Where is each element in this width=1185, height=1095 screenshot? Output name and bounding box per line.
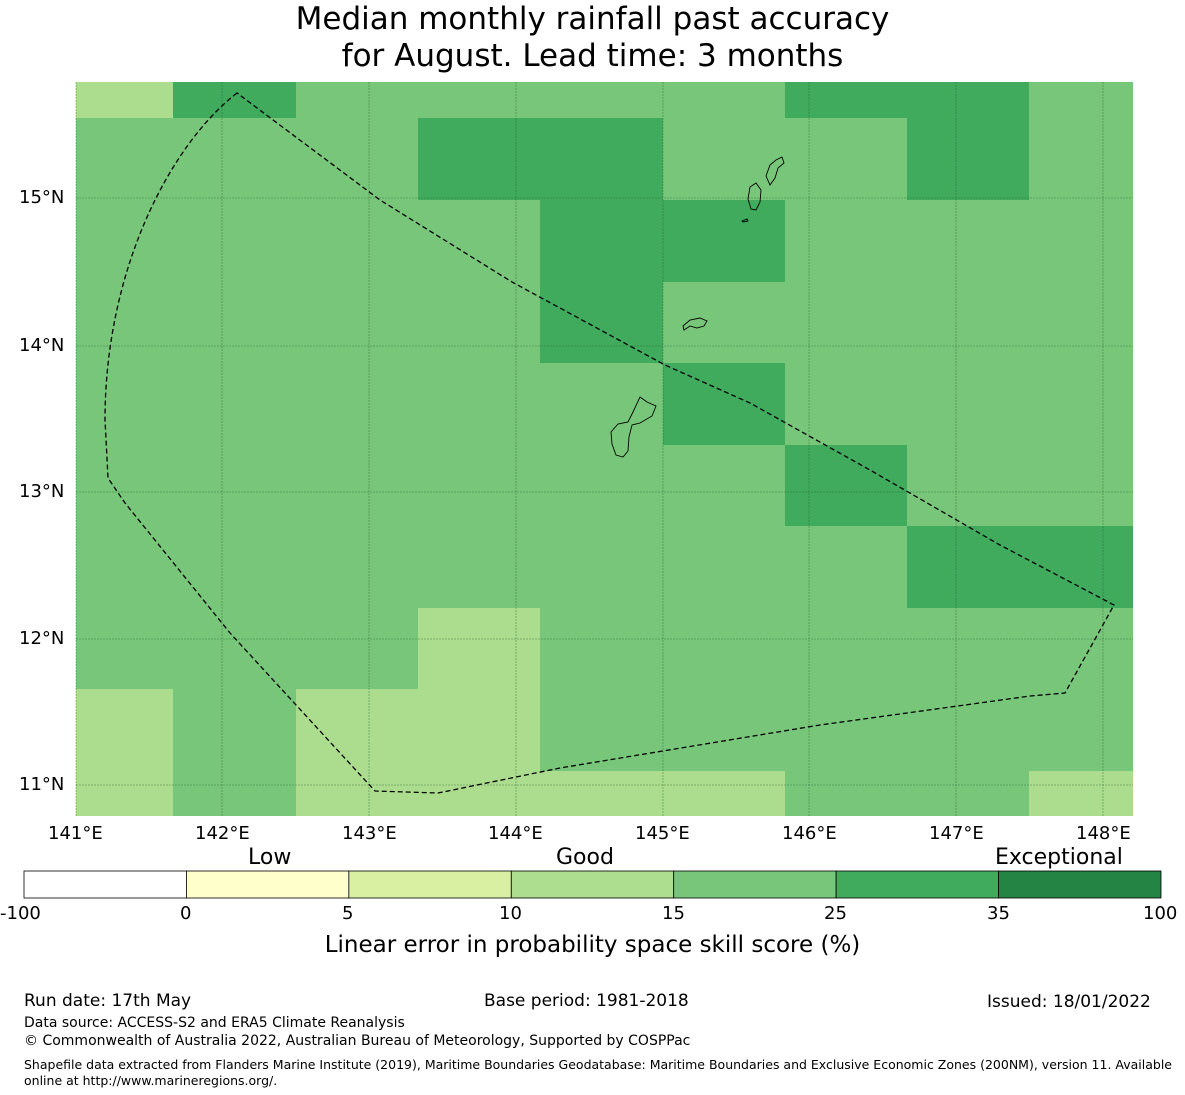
colorbar-tick-label: -100	[0, 903, 41, 924]
colorbar-tick-label: 0	[180, 903, 192, 924]
colorbar-segment	[673, 870, 837, 899]
issued-date: Issued: 18/01/2022	[987, 992, 1151, 1012]
grid-cell	[76, 689, 173, 816]
colorbar-segment	[998, 870, 1162, 899]
grid-cell	[418, 118, 663, 200]
run-date: Run date: 17th May	[24, 991, 192, 1011]
colorbar-segment	[835, 870, 999, 899]
grid-cell	[663, 363, 785, 445]
colorbar-tick-label: 15	[662, 903, 685, 924]
lat-tick-label: 11°N	[19, 774, 65, 795]
lat-tick-label: 15°N	[19, 187, 65, 208]
colorbar-tick-label: 35	[987, 903, 1010, 924]
grid-cell	[296, 771, 785, 816]
skill-score-grid	[76, 82, 1133, 816]
island-tinian	[747, 182, 762, 211]
grid-cell	[540, 282, 663, 363]
lat-tick-label: 12°N	[19, 628, 65, 649]
colorbar-category-low: Low	[248, 845, 292, 870]
lon-tick-label: 145°E	[635, 823, 690, 844]
lon-tick-label: 148°E	[1076, 823, 1131, 844]
base-period: Base period: 1981-2018	[484, 991, 689, 1011]
island-saipan	[765, 156, 785, 186]
island-aguijan	[741, 218, 749, 223]
colorbar-category-good: Good	[556, 845, 614, 870]
colorbar-segment	[23, 870, 187, 899]
lon-tick-label: 141°E	[48, 823, 103, 844]
grid-cell	[907, 526, 1133, 608]
lon-tick-label: 146°E	[782, 823, 837, 844]
grid-cell	[296, 689, 540, 771]
island-guam	[610, 396, 657, 458]
lon-tick-label: 147°E	[929, 823, 984, 844]
colorbar-segment	[510, 870, 675, 899]
colorbar-tick-label: 25	[824, 903, 847, 924]
data-source: Data source: ACCESS-S2 and ERA5 Climate …	[24, 1015, 405, 1031]
lat-tick-label: 14°N	[19, 335, 65, 356]
copyright: © Commonwealth of Australia 2022, Austra…	[24, 1033, 691, 1049]
grid-cell	[785, 445, 907, 526]
grid-cell	[785, 82, 1029, 118]
colorbar-category-exceptional: Exceptional	[995, 845, 1123, 870]
grid-cell	[540, 200, 785, 282]
lon-tick-label: 143°E	[342, 823, 397, 844]
grid-cell	[418, 608, 540, 689]
graticule	[75, 82, 1133, 816]
colorbar-segment	[348, 870, 512, 899]
grid-cell	[907, 118, 1029, 200]
colorbar-axis-label: Linear error in probability space skill …	[324, 932, 861, 958]
grid-cell	[1029, 771, 1133, 816]
shapefile-credit: Shapefile data extracted from Flanders M…	[24, 1057, 1172, 1088]
island-rota	[682, 317, 708, 331]
colorbar-tick-label: 10	[499, 903, 522, 924]
grid-cell	[173, 82, 296, 118]
map-title-line1: Median monthly rainfall past accuracy	[295, 1, 890, 37]
lon-tick-label: 144°E	[488, 823, 543, 844]
lat-tick-label: 13°N	[19, 481, 65, 502]
map-title-line2: for August. Lead time: 3 months	[341, 38, 844, 74]
colorbar-segment	[186, 870, 350, 899]
colorbar-tick-label: 100	[1143, 903, 1178, 924]
lon-tick-label: 142°E	[195, 823, 250, 844]
island-outlines	[610, 156, 785, 458]
eez-boundary	[104, 92, 1115, 794]
grid-cell	[76, 82, 173, 118]
colorbar-tick-label: 5	[342, 903, 354, 924]
